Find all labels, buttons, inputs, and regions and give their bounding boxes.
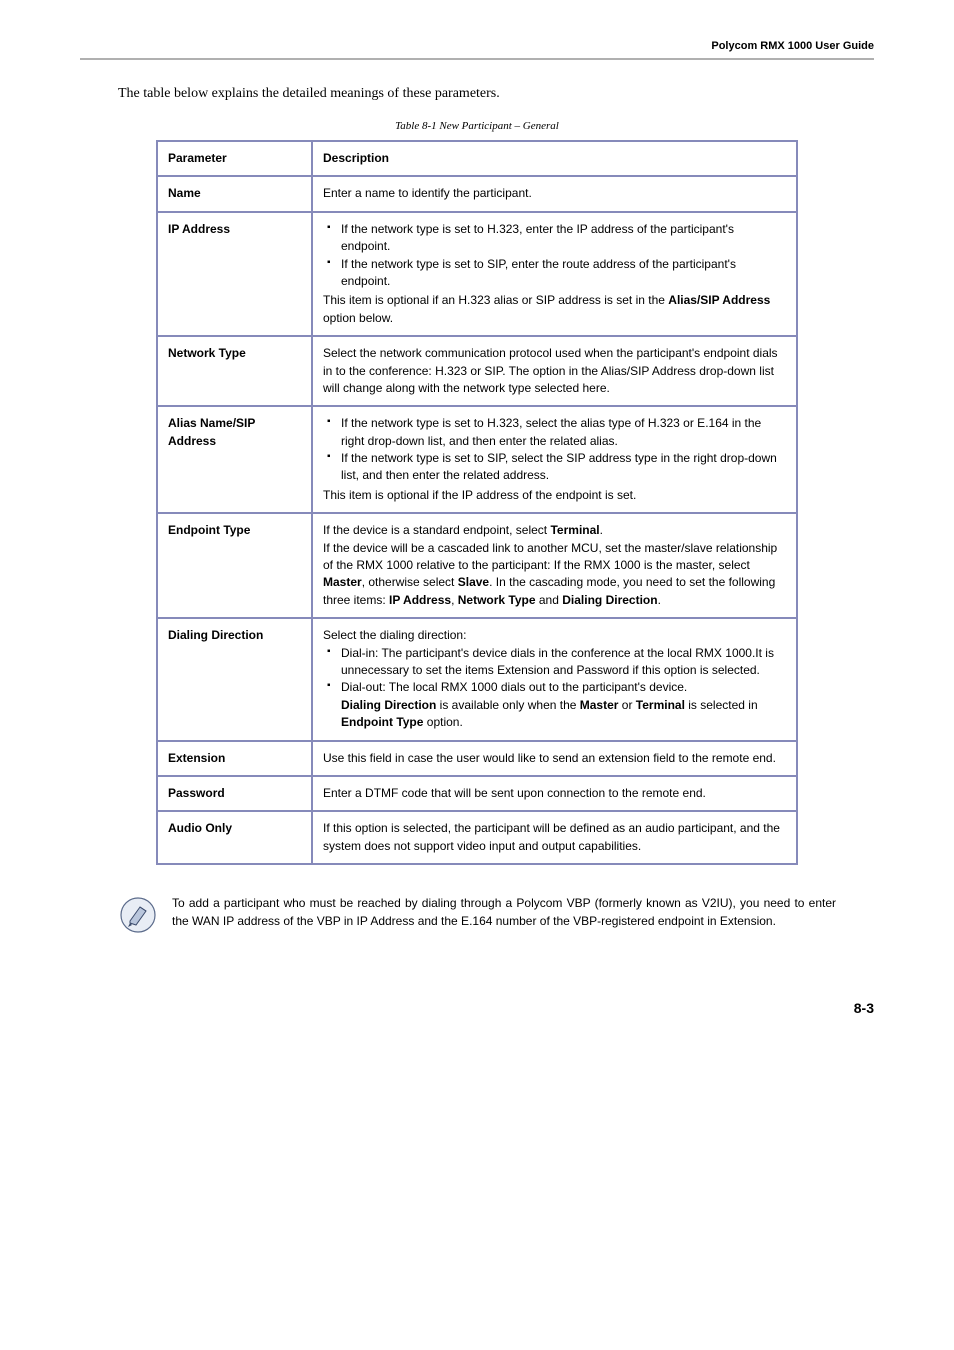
desc-cell: If the device is a standard endpoint, se… [312,513,797,618]
col-header-desc: Description [312,141,797,176]
intro-paragraph: The table below explains the detailed me… [118,86,874,102]
header-title: Polycom RMX 1000 User Guide [711,40,874,52]
cell-text: This item is optional if an H.323 alias … [323,292,786,327]
desc-cell: Enter a DTMF code that will be sent upon… [312,776,797,811]
desc-cell: If the network type is set to H.323, ent… [312,212,797,336]
list-item: Dial-out: The local RMX 1000 dials out t… [323,679,786,731]
list-item: If the network type is set to H.323, sel… [323,415,786,450]
table-row: Extension Use this field in case the user… [157,741,797,776]
page-number: 8-3 [80,1000,874,1016]
cell-text: If this option is selected, the particip… [323,821,780,852]
desc-cell: If this option is selected, the particip… [312,811,797,864]
param-cell: Name [157,176,312,211]
cell-text: Enter a name to identify the participant… [323,186,532,200]
table-caption: Table 8-1 New Participant – General [80,120,874,132]
param-cell: Endpoint Type [157,513,312,618]
desc-cell: Select the dialing direction:Dial-in: Th… [312,618,797,740]
table-header-row: Parameter Description [157,141,797,176]
col-header-param: Parameter [157,141,312,176]
table-row: Name Enter a name to identify the partici… [157,176,797,211]
table-row: Alias Name/SIP Address If the network typ… [157,406,797,513]
param-cell: Password [157,776,312,811]
desc-cell: Use this field in case the user would li… [312,741,797,776]
table-row: Network TypeSelect the network communica… [157,336,797,406]
cell-text: Use this field in case the user would li… [323,751,776,765]
param-cell: Dialing Direction [157,618,312,740]
cell-text: This item is optional if the IP address … [323,487,786,504]
desc-cell: Select the network communication protoco… [312,336,797,406]
list-item: If the network type is set to H.323, ent… [323,221,786,256]
bullet-list: If the network type is set to H.323, ent… [323,221,786,291]
table-row: Endpoint TypeIf the device is a standard… [157,513,797,618]
list-item: Dial-in: The participant's device dials … [323,645,786,680]
bullet-list: Dial-in: The participant's device dials … [323,645,786,732]
desc-cell: Enter a name to identify the participant… [312,176,797,211]
cell-text: If the device is a standard endpoint, se… [323,523,777,607]
note-text: To add a participant who must be reached… [172,895,836,930]
table-row: Password Enter a DTMF code that will be s… [157,776,797,811]
cell-text: Select the dialing direction: [323,627,786,644]
table-row: IP Address If the network type is set to … [157,212,797,336]
table-row: Audio Only If this option is selected, th… [157,811,797,864]
list-item: If the network type is set to SIP, selec… [323,450,786,485]
note-icon [118,895,158,940]
page-header: Polycom RMX 1000 User Guide [80,40,874,60]
param-cell: Alias Name/SIP Address [157,406,312,513]
param-cell: Audio Only [157,811,312,864]
note-block: To add a participant who must be reached… [118,895,836,940]
cell-text: Enter a DTMF code that will be sent upon… [323,786,706,800]
bullet-list: If the network type is set to H.323, sel… [323,415,786,485]
cell-text: Select the network communication protoco… [323,346,778,395]
param-cell: IP Address [157,212,312,336]
param-cell: Extension [157,741,312,776]
param-cell: Network Type [157,336,312,406]
desc-cell: If the network type is set to H.323, sel… [312,406,797,513]
table-row: Dialing DirectionSelect the dialing dire… [157,618,797,740]
parameters-table: Parameter Description Name Enter a name t… [156,140,798,865]
list-item: If the network type is set to SIP, enter… [323,256,786,291]
